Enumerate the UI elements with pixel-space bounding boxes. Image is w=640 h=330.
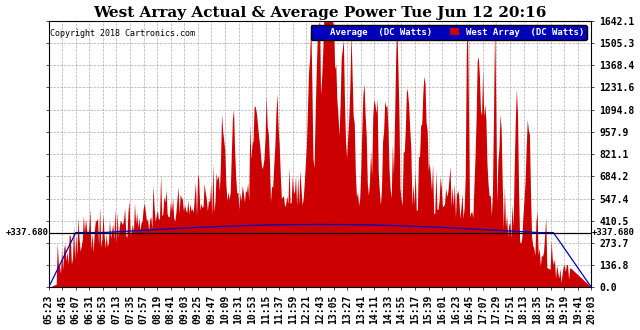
Legend: Average  (DC Watts), West Array  (DC Watts): Average (DC Watts), West Array (DC Watts… (310, 25, 587, 40)
Text: Copyright 2018 Cartronics.com: Copyright 2018 Cartronics.com (50, 29, 195, 38)
Title: West Array Actual & Average Power Tue Jun 12 20:16: West Array Actual & Average Power Tue Ju… (93, 6, 547, 19)
Text: +337.680: +337.680 (591, 228, 634, 237)
Text: +337.680: +337.680 (6, 228, 49, 237)
